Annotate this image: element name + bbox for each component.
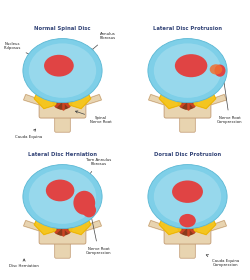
Polygon shape <box>69 215 91 235</box>
Ellipse shape <box>154 43 221 98</box>
Ellipse shape <box>154 169 221 224</box>
Text: Normal Spinal Disc: Normal Spinal Disc <box>34 26 91 31</box>
Polygon shape <box>73 85 81 90</box>
Polygon shape <box>198 211 206 216</box>
Text: Nerve Root
Compression: Nerve Root Compression <box>217 74 242 124</box>
Polygon shape <box>44 211 52 216</box>
Text: Spinal Disc Herniation: Spinal Disc Herniation <box>51 4 199 17</box>
FancyBboxPatch shape <box>55 240 70 258</box>
Text: Lateral Disc Herniation: Lateral Disc Herniation <box>28 152 97 157</box>
FancyBboxPatch shape <box>164 87 211 118</box>
FancyBboxPatch shape <box>39 87 86 118</box>
Ellipse shape <box>23 165 102 229</box>
Polygon shape <box>69 89 91 109</box>
Text: Spinal
Nerve Root: Spinal Nerve Root <box>76 111 112 124</box>
Ellipse shape <box>175 54 207 77</box>
Ellipse shape <box>52 91 72 109</box>
Ellipse shape <box>178 217 198 235</box>
Ellipse shape <box>172 181 203 203</box>
Polygon shape <box>148 95 166 105</box>
Polygon shape <box>169 211 177 216</box>
Text: Disc Herniation: Disc Herniation <box>9 259 39 268</box>
Ellipse shape <box>210 64 222 74</box>
Text: Lateral Disc Protrusion: Lateral Disc Protrusion <box>153 26 222 31</box>
Text: Dorsal Disc Protrusion: Dorsal Disc Protrusion <box>154 152 221 157</box>
Text: Nucleus
Pulposus: Nucleus Pulposus <box>4 42 50 64</box>
Polygon shape <box>148 221 166 231</box>
FancyBboxPatch shape <box>180 240 195 258</box>
FancyBboxPatch shape <box>55 114 70 132</box>
Polygon shape <box>159 89 181 109</box>
Ellipse shape <box>44 55 74 76</box>
Ellipse shape <box>46 179 74 201</box>
Ellipse shape <box>82 203 96 217</box>
Polygon shape <box>73 211 81 216</box>
Ellipse shape <box>214 64 226 77</box>
Polygon shape <box>24 221 41 231</box>
Polygon shape <box>209 221 226 231</box>
Ellipse shape <box>179 214 196 227</box>
Polygon shape <box>159 215 181 235</box>
Polygon shape <box>24 95 41 105</box>
Text: Cauda Equina: Cauda Equina <box>15 129 42 139</box>
Polygon shape <box>194 89 216 109</box>
Ellipse shape <box>178 91 198 109</box>
Polygon shape <box>198 85 206 90</box>
Polygon shape <box>209 95 226 105</box>
Ellipse shape <box>52 217 72 235</box>
FancyBboxPatch shape <box>180 114 195 132</box>
Polygon shape <box>34 89 56 109</box>
Ellipse shape <box>148 165 227 229</box>
Text: Nerve Root
Compression: Nerve Root Compression <box>86 215 111 255</box>
Polygon shape <box>194 215 216 235</box>
Text: Annulus
Fibrosus: Annulus Fibrosus <box>91 32 116 51</box>
Ellipse shape <box>148 39 227 103</box>
Polygon shape <box>84 221 102 231</box>
Polygon shape <box>34 215 56 235</box>
Polygon shape <box>169 85 177 90</box>
Polygon shape <box>84 95 102 105</box>
Ellipse shape <box>29 43 96 98</box>
Polygon shape <box>44 85 52 90</box>
Ellipse shape <box>23 39 102 103</box>
Text: Cauda Equina
Compression: Cauda Equina Compression <box>206 255 240 267</box>
FancyBboxPatch shape <box>39 213 86 244</box>
FancyBboxPatch shape <box>164 213 211 244</box>
Ellipse shape <box>29 169 96 224</box>
Ellipse shape <box>74 191 95 215</box>
Text: Torn Annulus
Fibrosus: Torn Annulus Fibrosus <box>86 158 111 176</box>
